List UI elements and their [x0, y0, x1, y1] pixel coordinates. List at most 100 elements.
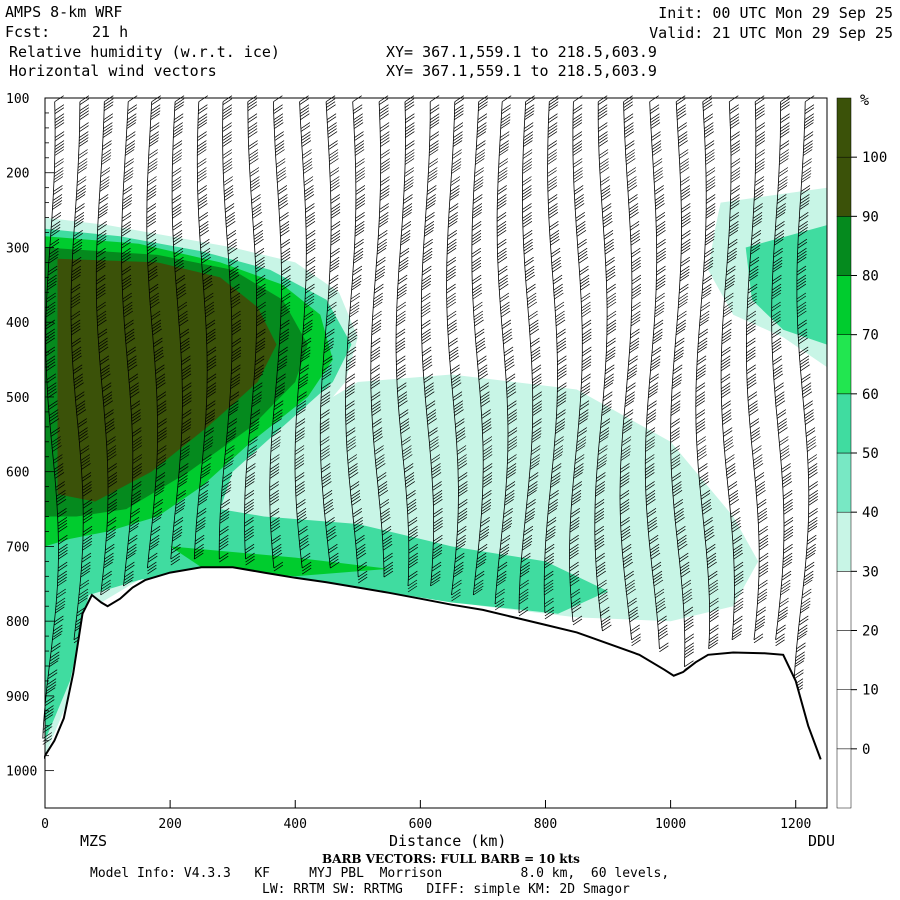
plot-frame: [44, 97, 828, 809]
barb-vector-note: BARB VECTORS: FULL BARB = 10 kts: [322, 852, 580, 866]
colorbar-swatch: [836, 630, 852, 690]
wind-barb-column: [42, 101, 59, 739]
wind-barb-feathers: [771, 95, 794, 647]
wind-barb-feathers: [746, 95, 769, 644]
colorbar-unit: %: [860, 91, 870, 109]
colorbar: 0 10 20 30 40 50 60 70 80 90 100: [836, 97, 887, 809]
wind-barb-column: [644, 101, 660, 649]
colorbar-label: 20: [862, 624, 879, 640]
wind-barb-feathers: [194, 95, 217, 560]
forecast-label: Fcst:: [5, 23, 51, 41]
axes-layer: 0 200 400 600 800 1000 1200 100 200 300 400 500 600 7…: [6, 92, 811, 832]
y-tick-label: 500: [6, 391, 29, 406]
colorbar-label: 80: [862, 269, 879, 285]
x-tick-label: 200: [158, 817, 181, 832]
x-tick-label: 0: [41, 817, 49, 832]
colorbar-label: 40: [862, 505, 879, 521]
wind-barb-column: [670, 101, 686, 667]
terrain-surface-line: [44, 566, 822, 760]
wind-barb-column: [543, 101, 558, 613]
terrain-mask: [45, 567, 827, 808]
colorbar-label: 0: [862, 742, 870, 758]
colorbar-label: 70: [862, 328, 879, 344]
colorbar-swatch: [836, 97, 852, 158]
wind-barb-feathers: [518, 95, 542, 617]
wind-barb-feathers: [42, 95, 68, 745]
field-name-secondary: Horizontal wind vectors: [9, 62, 217, 80]
wind-barb-column: [218, 101, 233, 560]
y-tick-label: 800: [6, 615, 29, 630]
wind-barb-column: [594, 101, 608, 631]
wind-barb-feathers: [471, 95, 493, 596]
colorbar-swatch: [836, 393, 852, 454]
x-tick-label: 1000: [655, 817, 686, 832]
x-tick-label: 1200: [780, 817, 811, 832]
model-info-line1: Model Info: V4.3.3 KF MYJ PBL Morrison 8…: [90, 866, 670, 881]
wind-barb-feathers: [370, 95, 394, 578]
wind-barb-column: [518, 101, 534, 613]
colorbar-label: 50: [862, 446, 879, 462]
model-title: AMPS 8-km WRF: [5, 3, 123, 21]
wind-barb-feathers: [395, 95, 418, 593]
wind-barb-feathers: [421, 95, 443, 587]
x-tick-label: 400: [283, 817, 306, 832]
colorbar-swatch: [836, 156, 852, 217]
wind-barb-column: [370, 101, 385, 578]
x-axis-label: Distance (km): [389, 832, 507, 850]
y-tick-label: 900: [6, 690, 29, 705]
model-info-line2: LW: RRTM SW: RRTMG DIFF: simple KM: 2D S…: [262, 882, 630, 897]
colorbar-label: 90: [862, 209, 879, 225]
xy-range-primary: XY= 367.1,559.1 to 218.5,603.9: [386, 43, 657, 61]
wind-barb-feathers: [294, 95, 316, 575]
wind-barb-feathers: [544, 95, 567, 620]
valid-time: Valid: 21 UTC Mon 29 Sep 25: [649, 24, 893, 42]
field-name-primary: Relative humidity (w.r.t. ice): [9, 43, 280, 61]
colorbar-label: 100: [862, 150, 887, 166]
wind-barb-feathers: [146, 95, 167, 575]
colorbar-swatch: [836, 275, 852, 335]
left-endpoint-label: MZS: [80, 832, 108, 850]
wind-barb-column: [244, 101, 258, 560]
wind-barb-feathers: [793, 95, 818, 694]
colorbar-swatch: [836, 334, 852, 395]
wind-barb-column: [446, 101, 459, 596]
wind-barb-feathers: [219, 95, 242, 563]
xy-range-secondary: XY= 367.1,559.1 to 218.5,603.9: [386, 62, 657, 80]
colorbar-swatch: [836, 571, 852, 631]
wind-barb-feathers: [320, 95, 341, 569]
wind-barb-feathers: [446, 95, 468, 602]
rh-region-60-3: [745, 225, 827, 345]
wind-barb-feathers: [569, 95, 592, 626]
wind-barb-feathers: [345, 95, 368, 584]
wind-barb-feathers: [244, 95, 266, 566]
y-tick-label: 600: [6, 466, 29, 481]
wind-barb-feathers: [645, 95, 669, 653]
y-tick-label: 1000: [6, 765, 37, 780]
x-tick-label: 600: [409, 817, 432, 832]
wind-barb-feathers: [619, 95, 642, 647]
wind-barb-layer: [42, 95, 818, 745]
forecast-hours: 21 h: [92, 23, 129, 41]
colorbar-swatch: [836, 216, 852, 276]
terrain-layer: [44, 566, 827, 808]
wind-barb-feathers: [720, 95, 744, 641]
wind-barb-feathers: [170, 95, 192, 566]
colorbar-label: 10: [862, 683, 879, 699]
wind-barb-feathers: [96, 95, 118, 596]
wind-barb-feathers: [494, 95, 518, 611]
wind-barb-feathers: [670, 95, 694, 670]
wind-barb-feathers: [594, 95, 617, 632]
init-time: Init: 00 UTC Mon 29 Sep 25: [658, 4, 893, 22]
wind-barb-column: [471, 101, 484, 596]
y-tick-label: 400: [6, 316, 29, 331]
wind-barb-feathers: [70, 95, 93, 644]
colorbar-swatch: [836, 689, 852, 750]
colorbar-swatch: [836, 748, 852, 809]
wind-barb-feathers: [269, 95, 291, 572]
wind-barb-column: [95, 101, 109, 596]
colorbar-label: 60: [862, 387, 879, 403]
wind-barb-column: [170, 101, 183, 560]
wind-barb-column: [695, 101, 710, 649]
y-tick-label: 200: [6, 167, 29, 182]
